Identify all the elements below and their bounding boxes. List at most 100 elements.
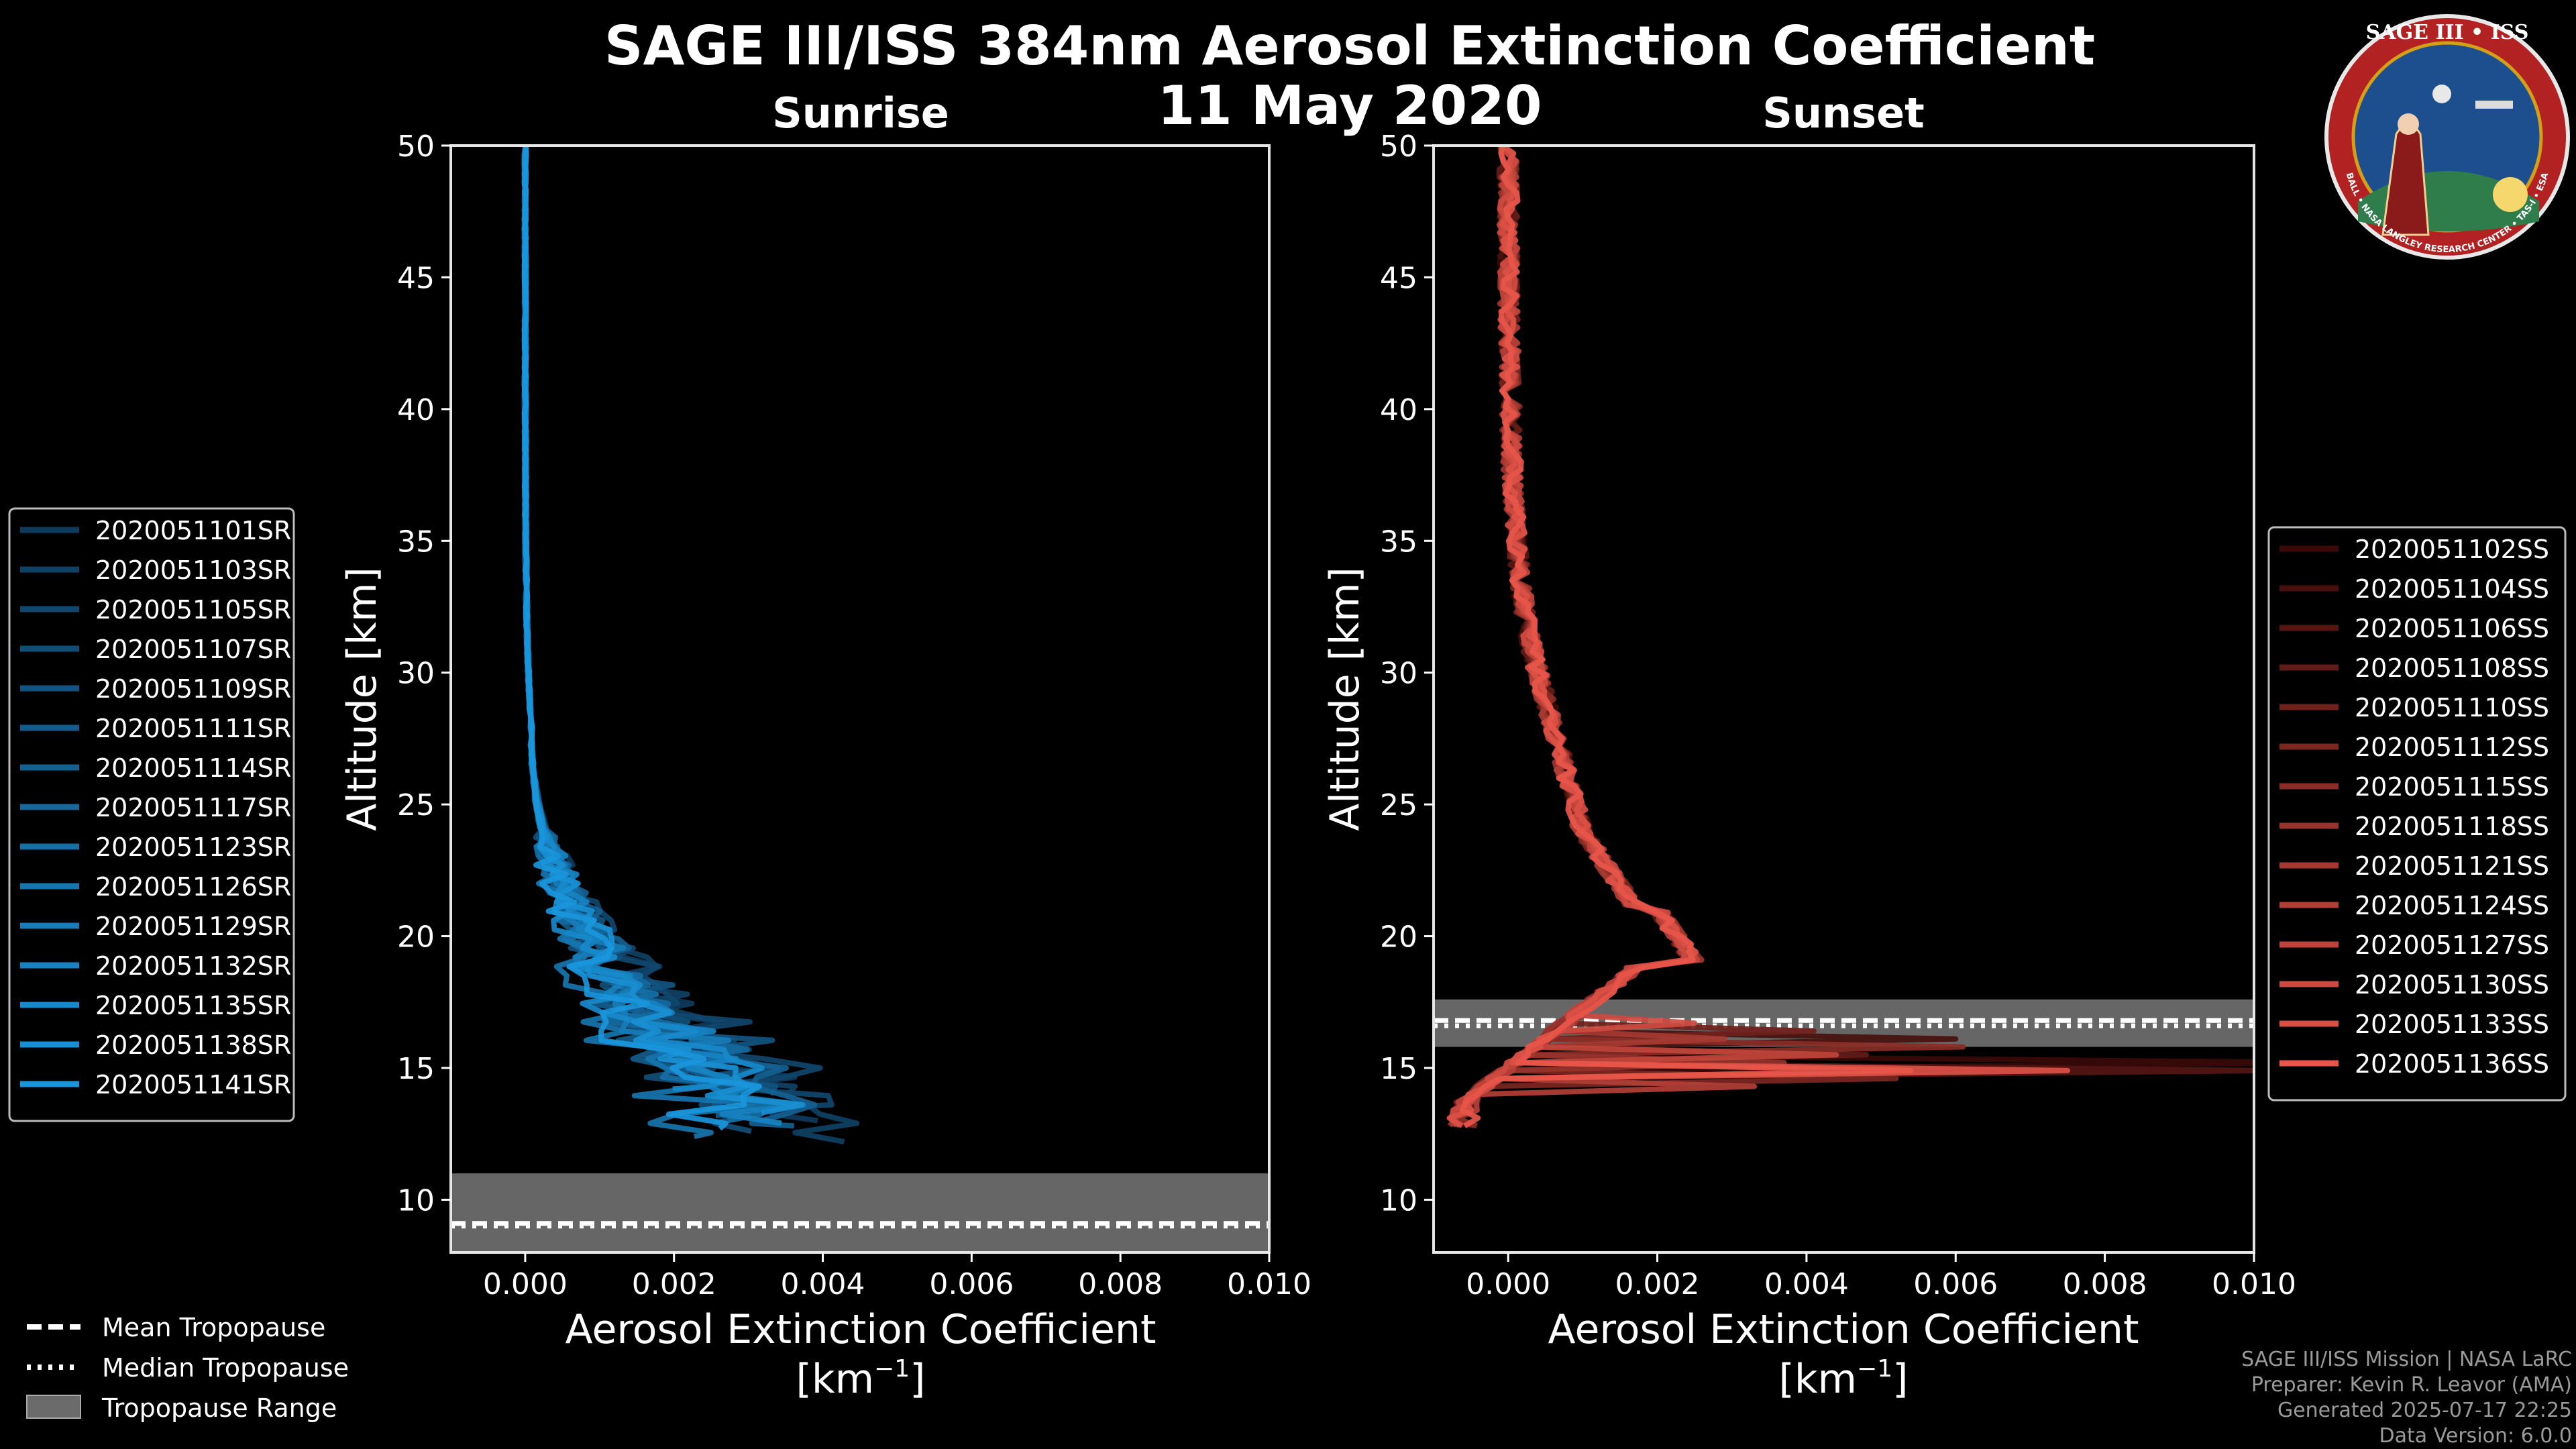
sunset-x-axis-unit: [km−1] [1778, 1355, 1908, 1403]
sunrise-profile-2020051109SR [521, 146, 781, 1096]
sunset-profile-2020051136SS [1459, 146, 1914, 1128]
tropopause-range-swatch [26, 1395, 81, 1419]
sunset-y-tick-label: 20 [1380, 920, 1417, 955]
sunset-y-tick-label: 30 [1380, 657, 1417, 691]
sunrise-x-tick-label: 0.010 [1227, 1267, 1311, 1301]
sunset-x-tick-label: 0.010 [2212, 1267, 2296, 1301]
sunset-legend-label: 2020051136SS [2355, 1049, 2549, 1079]
sunset-profile-2020051121SS [1449, 146, 1727, 1127]
sunset-legend-label: 2020051115SS [2355, 772, 2549, 802]
logo-sun-icon [2493, 177, 2528, 212]
footer-line-4: Data Version: 6.0.0 [2379, 1424, 2572, 1448]
sunrise-tropopause-range [451, 1173, 1269, 1252]
sunset-profile-2020051102SS [1459, 146, 2254, 1127]
sunrise-profile-2020051135SR [521, 146, 765, 1092]
sunrise-y-tick-label: 10 [397, 1183, 435, 1218]
sunrise-legend-label: 2020051114SR [95, 753, 291, 783]
footer-line-1: SAGE III/ISS Mission | NASA LaRC [2241, 1348, 2572, 1371]
sunset-legend-label: 2020051133SS [2355, 1010, 2549, 1039]
sunrise-legend-label: 2020051107SR [95, 635, 291, 664]
tropopause-range-label: Tropopause Range [101, 1393, 337, 1423]
sunset-legend-label: 2020051108SS [2355, 653, 2549, 683]
sunset-x-tick-label: 0.004 [1764, 1267, 1849, 1301]
sunset-y-axis-label: Altitude [km] [1322, 567, 1368, 831]
sunrise-y-tick-label: 15 [397, 1052, 435, 1086]
sunset-legend-frame [2267, 526, 2567, 1102]
logo-moon-icon [2432, 85, 2451, 103]
sunrise-y-tick-label: 40 [397, 393, 435, 427]
footer-line-2: Preparer: Kevin R. Leavor (AMA) [2251, 1373, 2572, 1397]
sunrise-legend-label: 2020051103SR [95, 555, 291, 585]
sunrise-y-tick-label: 35 [397, 525, 435, 559]
sunrise-x-axis-unit: [km−1] [796, 1355, 925, 1403]
sunrise-profile-2020051117SR [521, 146, 750, 1082]
sunset-panel-title: Sunset [1762, 89, 1925, 138]
logo-top-text: SAGE III • ISS [2366, 21, 2529, 44]
sunrise-plot-frame [449, 144, 1271, 1254]
sunrise-legend-label: 2020051111SR [95, 714, 291, 743]
sunset-profile-2020051106SS [1458, 146, 2254, 1128]
median-tropopause-label: Median Tropopause [102, 1353, 349, 1383]
sunset-x-tick-label: 0.000 [1466, 1267, 1550, 1301]
sunrise-y-tick-label: 50 [397, 129, 435, 164]
sunset-y-tick-label: 25 [1380, 788, 1417, 822]
sage-iii-iss-mission-logo: SAGE III • ISS BALL • NASA LANGLEY RESEA… [2324, 14, 2570, 260]
main-subtitle: 11 May 2020 [1158, 74, 1542, 137]
sunset-legend-label: 2020051110SS [2355, 693, 2549, 722]
sunrise-y-tick-label: 30 [397, 657, 435, 691]
sunrise-legend-frame [8, 507, 295, 1122]
sunset-legend-label: 2020051104SS [2355, 574, 2549, 604]
sunrise-x-tick-label: 0.002 [632, 1267, 716, 1301]
sunset-y-tick-label: 35 [1380, 525, 1417, 559]
sunset-panel: 0.000 0.002 0.004 0.006 0.008 0.010 10 15 20 25 30… [1380, 129, 2296, 1301]
sunset-legend-label: 2020051130SS [2355, 970, 2549, 1000]
sunrise-legend-label: 2020051132SR [95, 951, 291, 981]
sunset-y-tick-label: 15 [1380, 1052, 1417, 1086]
footer-line-3: Generated 2025-07-17 22:25 [2277, 1399, 2572, 1422]
sunrise-legend-label: 2020051135SR [95, 991, 291, 1020]
sunset-legend-label: 2020051102SS [2355, 535, 2549, 564]
sunrise-x-tick-label: 0.006 [929, 1267, 1014, 1301]
sunset-legend: 2020051102SS 2020051104SS 2020051106SS 2020… [2267, 526, 2567, 1102]
sunrise-legend-label: 2020051141SR [95, 1070, 291, 1099]
sunset-x-tick-label: 0.008 [2063, 1267, 2147, 1301]
sunset-legend-label: 2020051118SS [2355, 812, 2549, 841]
sunset-plot-frame [1432, 144, 2255, 1254]
sunrise-panel-title: Sunrise [772, 89, 949, 138]
main-title: SAGE III/ISS 384nm Aerosol Extinction Co… [604, 15, 2095, 77]
sunrise-legend-label: 2020051101SR [95, 516, 291, 545]
sunrise-panel: 0.000 0.002 0.004 0.006 0.008 0.010 10 15 20 25 30… [397, 129, 1311, 1301]
sunset-y-tick-label: 50 [1380, 129, 1417, 164]
sunrise-x-tick-label: 0.000 [483, 1267, 568, 1301]
sunrise-x-tick-label: 0.004 [781, 1267, 865, 1301]
sunset-profile-2020051124SS [1450, 146, 1758, 1127]
sunrise-profile-2020051123SR [521, 146, 764, 1124]
sunset-profile-2020051133SS [1446, 146, 2070, 1128]
sunrise-legend-label: 2020051105SR [95, 595, 291, 625]
sunrise-profiles [521, 146, 860, 1144]
sunrise-profile-2020051138SR [521, 146, 804, 1116]
sunrise-profile-2020051141SR [521, 146, 762, 1131]
sunrise-x-tick-label: 0.008 [1078, 1267, 1163, 1301]
sunrise-legend-label: 2020051117SR [95, 793, 291, 822]
sunrise-y-tick-label: 45 [397, 261, 435, 295]
sunset-y-tick-label: 40 [1380, 393, 1417, 427]
sunrise-legend-label: 2020051129SR [95, 912, 291, 941]
sunrise-y-tick-label: 20 [397, 920, 435, 955]
tropopause-legend: Mean Tropopause Median Tropopause Tropop… [26, 1313, 349, 1423]
sunrise-legend-label: 2020051126SR [95, 872, 291, 902]
sunrise-legend-label: 2020051138SR [95, 1030, 291, 1060]
sunrise-y-axis-label: Altitude [km] [339, 567, 386, 831]
sunrise-legend-label: 2020051109SR [95, 674, 291, 704]
sunset-legend-label: 2020051106SS [2355, 614, 2549, 643]
sunrise-y-tick-label: 25 [397, 788, 435, 822]
sunset-profile-2020051130SS [1448, 146, 1698, 1128]
mean-tropopause-label: Mean Tropopause [102, 1313, 325, 1342]
sunset-y-tick-label: 45 [1380, 261, 1417, 295]
sunrise-legend: 2020051101SR 2020051103SR 2020051105SR 2020… [8, 507, 295, 1122]
sunset-x-axis-label: Aerosol Extinction Coefficient [1548, 1306, 2139, 1353]
sunrise-x-axis-label: Aerosol Extinction Coefficient [566, 1306, 1157, 1353]
footer-credits: SAGE III/ISS Mission | NASA LaRC Prepare… [2241, 1348, 2572, 1448]
sunset-legend-label: 2020051112SS [2355, 733, 2549, 762]
